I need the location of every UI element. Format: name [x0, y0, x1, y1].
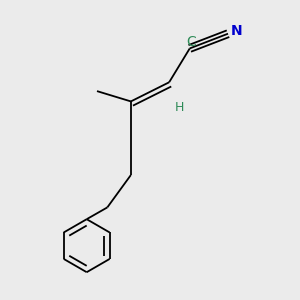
- Text: H: H: [175, 101, 184, 114]
- Text: N: N: [230, 24, 242, 38]
- Text: C: C: [186, 35, 196, 49]
